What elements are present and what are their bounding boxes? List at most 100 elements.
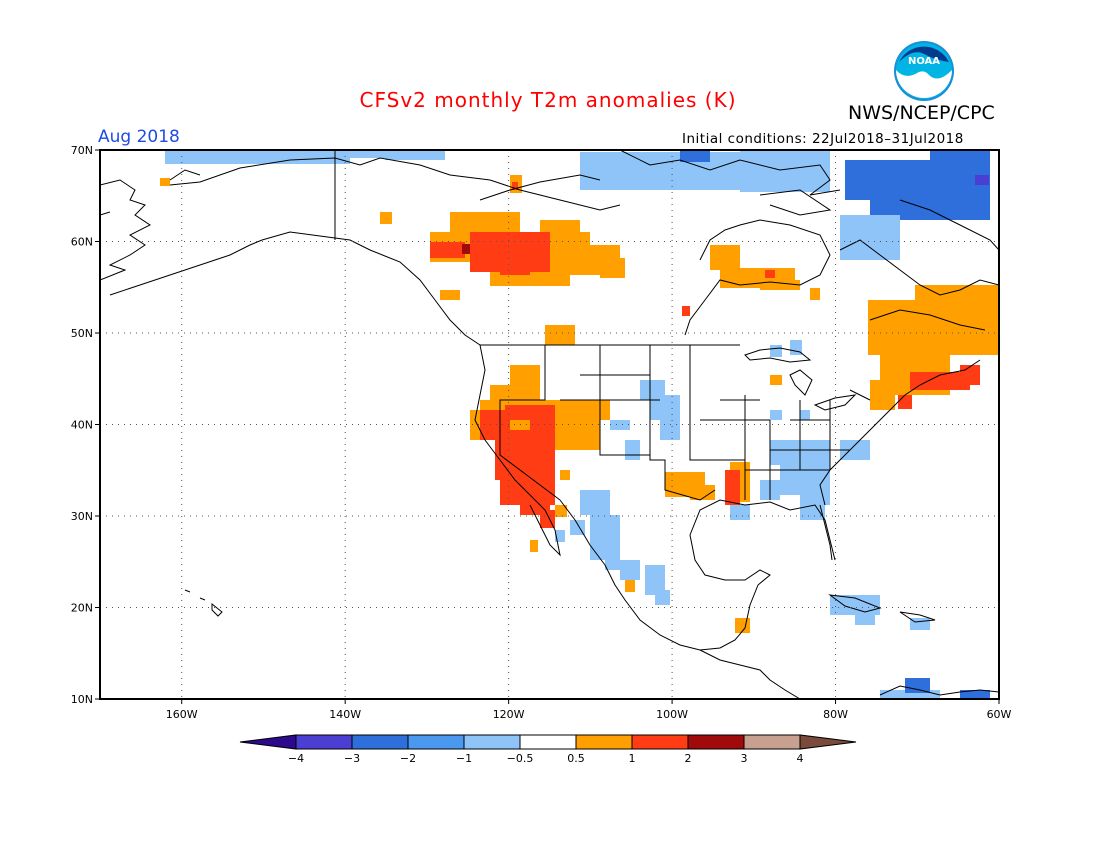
map-title-text: CFSv2 monthly T2m anomalies (K) xyxy=(359,88,737,112)
anomaly-cell xyxy=(625,440,640,460)
lon-label: 100W xyxy=(656,708,688,721)
anomaly-cell xyxy=(580,152,750,190)
anomaly-cell xyxy=(730,505,750,520)
lat-label: 70N xyxy=(71,144,93,157)
anomaly-cell xyxy=(815,475,830,505)
anomaly-cells xyxy=(160,150,999,699)
anomaly-cell xyxy=(650,395,680,420)
coastline-segment xyxy=(899,611,936,623)
anomaly-cell xyxy=(625,580,635,592)
longitude-labels: 160W 140W 120W 100W 80W 60W xyxy=(166,708,1012,721)
anomaly-cell xyxy=(160,178,170,186)
anomaly-cell xyxy=(380,212,392,224)
anomaly-cell xyxy=(960,690,990,699)
lon-label: 120W xyxy=(493,708,525,721)
lat-label: 10N xyxy=(71,693,93,706)
anomaly-cell xyxy=(845,160,935,200)
coastline-segment xyxy=(109,239,263,296)
anomaly-cell xyxy=(800,410,810,420)
anomaly-cell xyxy=(975,175,989,185)
coastline-segment xyxy=(839,239,999,296)
anomaly-cell xyxy=(655,590,670,605)
anomaly-cell xyxy=(645,565,665,595)
anomaly-cell xyxy=(620,560,640,580)
coastline-segment xyxy=(261,231,481,346)
anomaly-cell xyxy=(840,215,900,260)
anomaly-cell xyxy=(710,245,740,270)
anomaly-cell xyxy=(770,375,782,385)
anomaly-cell xyxy=(855,610,875,625)
anomaly-cell xyxy=(580,490,610,515)
coastline-segment xyxy=(100,169,201,216)
anomaly-cell xyxy=(500,250,530,275)
anomaly-cell xyxy=(605,545,620,570)
coastline-segment xyxy=(499,345,561,501)
anomaly-cell xyxy=(512,182,518,190)
coastline-segment xyxy=(899,199,999,251)
coastline-segment xyxy=(559,499,746,651)
anomaly-cell xyxy=(682,306,690,316)
lon-label: 160W xyxy=(166,708,198,721)
coastline-segment xyxy=(828,594,882,613)
anomaly-cell xyxy=(462,244,470,254)
coastline-segment xyxy=(619,150,841,196)
anomaly-cell xyxy=(555,530,565,542)
map-title: CFSv2 monthly T2m anomalies (K) xyxy=(0,88,1100,112)
noaa-logo-icon: NOAA xyxy=(894,41,954,101)
lat-label: 30N xyxy=(71,510,93,523)
anomaly-cell xyxy=(690,485,715,500)
coastline-segment xyxy=(813,394,857,411)
lon-label: 80W xyxy=(823,708,848,721)
coastline-segment xyxy=(799,389,871,471)
anomaly-cell xyxy=(960,365,980,385)
anomaly-cell xyxy=(880,690,940,699)
coastline-segment xyxy=(474,344,561,557)
lat-label: 50N xyxy=(71,327,93,340)
anomaly-cell xyxy=(440,290,460,300)
anomaly-cell xyxy=(450,212,520,232)
anomaly-cell xyxy=(725,470,740,505)
anomaly-cell xyxy=(790,340,802,355)
anomaly-cell xyxy=(385,150,445,160)
anomaly-cell xyxy=(165,150,350,164)
anomaly-cell xyxy=(430,242,465,258)
initial-conditions: Initial conditions: 22Jul2018–31Jul2018 xyxy=(682,131,964,147)
coastline-segment xyxy=(759,189,832,216)
coastline-segment xyxy=(789,369,813,396)
anomaly-cell xyxy=(660,420,680,440)
coastline-segment xyxy=(819,359,981,506)
anomaly-cell xyxy=(680,150,710,162)
lon-label: 140W xyxy=(329,708,361,721)
latitude-labels: 70N 60N 50N 40N 30N 20N 10N xyxy=(71,144,93,706)
anomaly-cell xyxy=(545,325,575,345)
coastline-segment xyxy=(560,345,660,455)
coastline-segment xyxy=(699,649,801,699)
lon-label: 60W xyxy=(987,708,1012,721)
logo-text: NOAA xyxy=(908,56,940,67)
anomaly-cell xyxy=(555,400,600,450)
lat-label: 60N xyxy=(71,236,93,249)
anomaly-cell xyxy=(600,258,625,278)
coastline-segment xyxy=(599,345,716,501)
anomaly-cell xyxy=(870,380,895,410)
coastline-segment xyxy=(744,347,812,363)
coastline-segment xyxy=(689,499,836,629)
anomaly-cell xyxy=(810,288,820,300)
anomaly-cell xyxy=(840,440,870,460)
coastline-segment xyxy=(684,219,831,336)
coastlines xyxy=(100,150,999,699)
anomaly-cell xyxy=(910,372,970,390)
agency-label: NWS/NCEP/CPC xyxy=(848,102,995,124)
anomaly-cell xyxy=(898,395,912,409)
coastline-segment xyxy=(184,589,223,617)
anomaly-cell xyxy=(770,410,782,420)
anomaly-cell xyxy=(905,678,930,693)
anomaly-cell xyxy=(740,150,830,192)
anomaly-cell xyxy=(765,270,775,278)
coastline-segment xyxy=(100,179,151,281)
lat-label: 40N xyxy=(71,419,93,432)
anomaly-cell xyxy=(770,345,782,357)
axis-ticks xyxy=(95,149,1000,704)
anomaly-cell xyxy=(560,470,570,480)
